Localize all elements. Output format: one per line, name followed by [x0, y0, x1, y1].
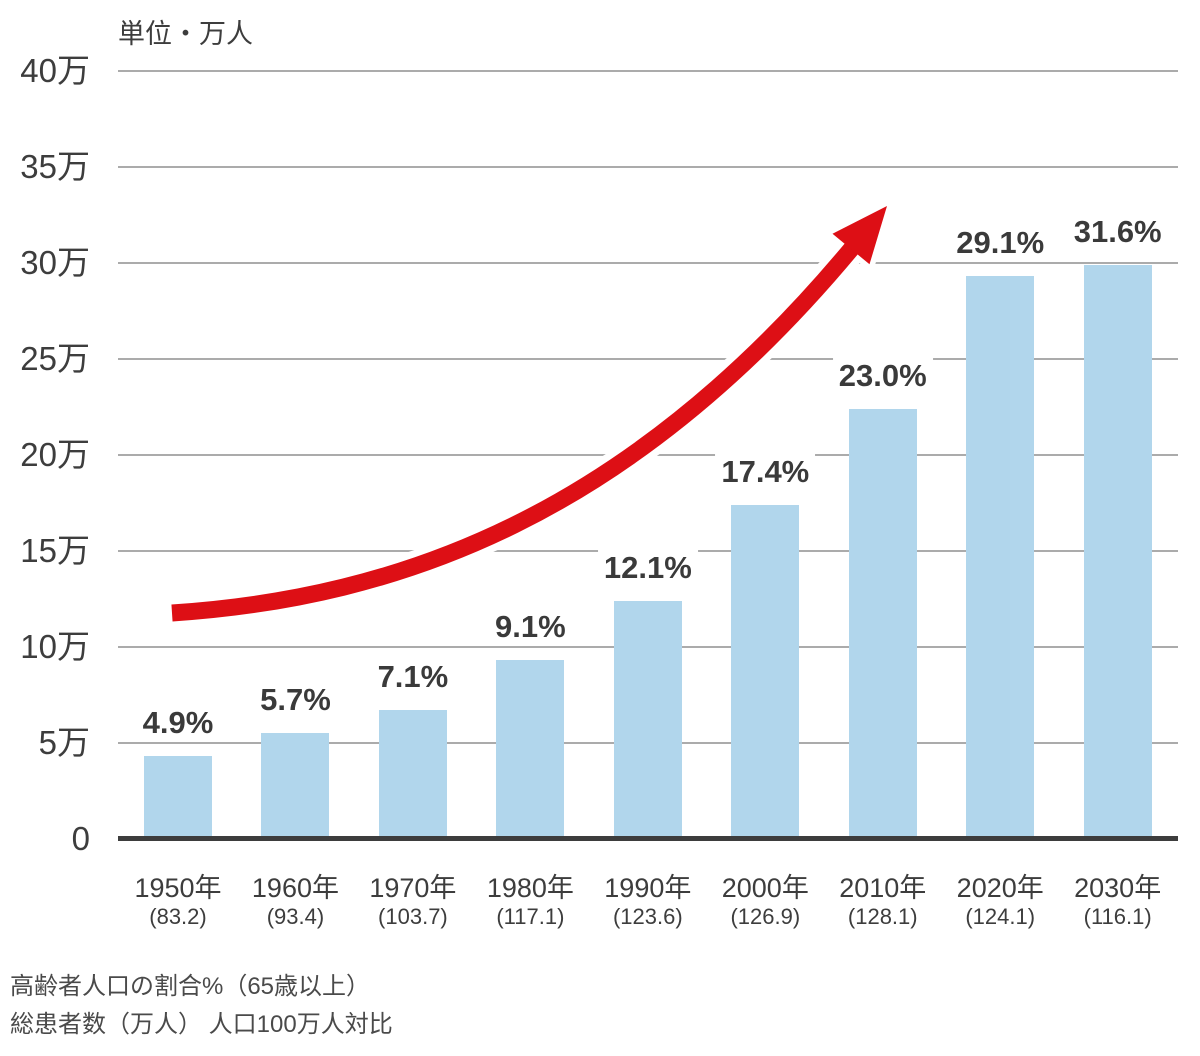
bar — [966, 276, 1035, 839]
gridline — [118, 70, 1178, 72]
population-label: (117.1) — [496, 904, 565, 929]
bar — [261, 733, 330, 839]
percent-label: 12.1% — [597, 548, 698, 587]
y-tick-label: 40万 — [20, 52, 90, 89]
bar — [144, 756, 212, 839]
bar — [848, 408, 917, 839]
population-label: (83.2) — [149, 904, 207, 929]
bar — [378, 710, 447, 839]
y-tick-label: 25万 — [20, 340, 90, 377]
year-label: 1990年 — [604, 873, 692, 903]
percent-label: 4.9% — [136, 704, 220, 743]
population-label: (93.4) — [266, 904, 325, 929]
year-label: 1980年 — [486, 873, 574, 903]
percent-label: 5.7% — [254, 681, 337, 720]
y-tick-label: 5万 — [38, 724, 90, 761]
bar — [731, 504, 800, 839]
bar — [613, 600, 682, 839]
population-label: (116.1) — [1083, 904, 1152, 929]
year-label: 2010年 — [839, 873, 927, 903]
population-label: (128.1) — [847, 904, 918, 929]
year-label: 2000年 — [721, 873, 809, 903]
percent-label: 17.4% — [715, 452, 816, 491]
footnotes: 高齢者人口の割合%（65歳以上） 総患者数（万人） 人口100万人対比 — [10, 968, 393, 1044]
population-label: (103.7) — [378, 904, 448, 929]
percent-label: 29.1% — [950, 224, 1051, 263]
footnote-patients-definition: 総患者数（万人） 人口100万人対比 — [10, 1011, 393, 1038]
unit-label: 単位・万人 — [118, 19, 253, 49]
x-axis-line — [118, 836, 1178, 841]
y-tick-label: 35万 — [20, 148, 90, 185]
year-label: 2030年 — [1074, 873, 1162, 903]
y-tick-label: 10万 — [20, 628, 90, 665]
bar — [496, 660, 565, 839]
y-tick-label: 0 — [71, 820, 90, 857]
percent-label: 9.1% — [489, 608, 572, 647]
percent-label: 7.1% — [371, 658, 455, 697]
percent-label: 31.6% — [1067, 212, 1168, 251]
percent-label: 23.0% — [832, 356, 933, 395]
year-label: 1960年 — [251, 873, 339, 903]
footnote-percent-definition: 高齢者人口の割合%（65歳以上） — [10, 973, 371, 1000]
gridline — [118, 166, 1178, 168]
year-label: 1970年 — [369, 873, 457, 903]
y-tick-label: 30万 — [20, 244, 90, 281]
year-label: 1950年 — [134, 873, 222, 903]
population-label: (124.1) — [965, 904, 1036, 929]
year-label: 2020年 — [956, 873, 1044, 903]
y-tick-label: 20万 — [20, 436, 90, 473]
population-label: (123.6) — [612, 904, 683, 929]
bar — [1083, 264, 1152, 839]
y-tick-label: 15万 — [20, 532, 90, 569]
population-label: (126.9) — [730, 904, 801, 929]
